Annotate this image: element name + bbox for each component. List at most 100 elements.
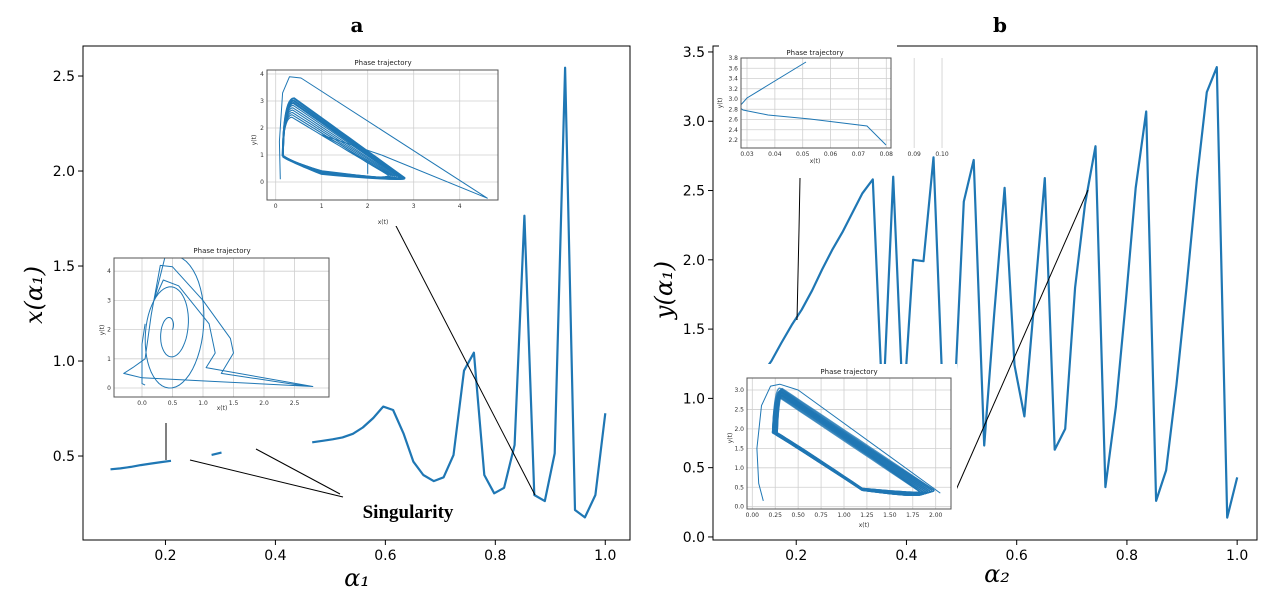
- inset-y-tick-label: 3.2: [728, 86, 738, 93]
- inset-xlabel: x(t): [217, 405, 228, 412]
- inset-x-tick-label: 0.0: [137, 400, 147, 407]
- trajectory-curve: [773, 388, 923, 495]
- inset-x-tick-label: 0.75: [814, 512, 828, 519]
- inset-ylabel: y(t): [251, 135, 258, 146]
- y-tick-label: 1.5: [683, 322, 705, 338]
- inset-y-tick-label: 2.5: [734, 406, 744, 413]
- inset-xlabel: x(t): [810, 158, 821, 165]
- inset-title: Phase trajectory: [354, 59, 411, 67]
- inset-x-tick-label: 0.25: [769, 512, 783, 519]
- panel-a-plot: 0.2 0.4 0.6 0.8 1.0 0.5 1.0 1.5 2.0 2.5: [53, 66, 616, 564]
- inset-y-tick-label: 0: [260, 179, 264, 186]
- inset-y-tick-label: 1.0: [734, 465, 744, 472]
- inset-x-tick-label: 0.03: [740, 151, 754, 158]
- inset-phase-trajectory-a-left: 0.0 0.5 1.0 1.5 2.0 2.5 0 1 2 3 4 Phase trajectory…: [92, 244, 335, 423]
- inset-phase-trajectory-b-top: 0.03 0.04 0.05 0.06 0.07 0.08 0.09 0.10 2.2 2.4 2.…: [717, 44, 949, 174]
- singularity-annotation: Singularity: [363, 502, 454, 523]
- inset-phase-trajectory-a-top: 0 1 2 3 4 0 1 2 3 4 Phase trajectory x(t) y(t): [245, 56, 504, 226]
- y-tick-label: 3.5: [683, 45, 705, 61]
- inset-x-tick-label: 0.07: [852, 151, 866, 158]
- inset-plot: 0 1 2 3 4 0 1 2 3 4: [245, 56, 504, 226]
- inset-xlabel: x(t): [859, 522, 870, 529]
- inset-y-tick-label: 0: [107, 385, 111, 392]
- inset-frame: [113, 257, 330, 398]
- inset-y-tick-label: 2.0: [734, 426, 744, 433]
- inset-x-tick-label: 0.06: [824, 151, 838, 158]
- x-tick-label: 0.2: [785, 548, 807, 564]
- pointer-line: [955, 189, 1089, 491]
- panel-b-ylabel: y(α₁): [650, 261, 678, 320]
- inset-y-tick-label: 2.6: [728, 117, 738, 124]
- inset-y-tick-label: 3: [260, 98, 264, 105]
- inset-phase-trajectory-b-bottom: 0.00 0.25 0.50 0.75 1.00 1.25 1.50 1.75 2.00 0.0 0…: [725, 364, 957, 535]
- y-tick-label: 1.5: [53, 259, 75, 275]
- panel-b: b 0.2 0.4 0.6 0.8 1.0 0.0 0.5 1.0 1.5 2.0 2.5 3.0 3.…: [650, 13, 1258, 588]
- inset-trajectory: [124, 256, 313, 388]
- inset-y-tick-label: 2.4: [728, 127, 738, 134]
- inset-y-tick-label: 2: [107, 327, 111, 334]
- pointer-line: [796, 177, 801, 321]
- inset-y-tick-label: 3.0: [728, 96, 738, 103]
- inset-x-tick-label: 1.25: [860, 512, 874, 519]
- inset-ylabel: y(t): [727, 433, 734, 444]
- inset-y-tick-label: 2: [260, 125, 264, 132]
- inset-y-tick-label: 1.5: [734, 445, 744, 452]
- inset-y-tick-label: 3: [107, 297, 111, 304]
- inset-x-tick-label: 0.05: [796, 151, 810, 158]
- x-tick-label: 0.8: [484, 548, 506, 564]
- y-tick-label: 2.0: [683, 253, 705, 269]
- inset-frame: [266, 69, 499, 201]
- panel-a-xlabel: α₁: [344, 564, 370, 592]
- inset-y-tick-label: 3.8: [728, 55, 738, 62]
- inset-x-tick-label: 4: [458, 203, 462, 210]
- inset-trajectory: [739, 62, 886, 145]
- inset-x-tick-label: 2.0: [259, 400, 269, 407]
- inset-x-tick-label: 0.09: [907, 151, 921, 158]
- inset-title: Phase trajectory: [193, 247, 250, 255]
- inset-x-tick-label: 2.5: [290, 400, 300, 407]
- inset-x-tick-label: 0.50: [791, 512, 805, 519]
- inset-y-tick-label: 0.0: [734, 504, 744, 511]
- inset-x-tick-label: 0.08: [880, 151, 894, 158]
- inset-y-tick-label: 3.6: [728, 65, 738, 72]
- y-tick-label: 3.0: [683, 114, 705, 130]
- inset-x-tick-label: 3: [412, 203, 416, 210]
- x-tick-label: 0.6: [1006, 548, 1028, 564]
- inset-x-tick-label: 1.5: [229, 400, 239, 407]
- inset-x-tick-label: 1.75: [906, 512, 920, 519]
- inset-x-tick-label: 0.10: [935, 151, 949, 158]
- panel-b-title: b: [993, 13, 1007, 37]
- inset-y-tick-label: 2.2: [728, 137, 738, 144]
- x-tick-label: 0.4: [264, 548, 286, 564]
- inset-y-tick-label: 4: [107, 268, 111, 275]
- y-tick-label: 0.5: [683, 461, 705, 477]
- inset-ylabel: y(t): [717, 98, 724, 109]
- panel-b-frame: [712, 45, 1258, 541]
- panel-b-xlabel: α₂: [984, 560, 1010, 588]
- y-tick-label: 2.5: [683, 184, 705, 200]
- inset-x-tick-label: 0.5: [168, 400, 178, 407]
- inset-xlabel: x(t): [378, 219, 389, 226]
- inset-x-tick-label: 1.00: [837, 512, 851, 519]
- inset-plot: 0.00 0.25 0.50 0.75 1.00 1.25 1.50 1.75 2.00 0.0 0…: [725, 364, 957, 535]
- trajectory-curve: [322, 135, 368, 174]
- inset-y-tick-label: 3.4: [728, 76, 738, 83]
- panel-b-plot: 0.2 0.4 0.6 0.8 1.0 0.0 0.5 1.0 1.5 2.0 2.5 3.0 3.5: [683, 45, 1249, 564]
- x-tick-label: 0.6: [374, 548, 396, 564]
- inset-y-tick-label: 3.0: [734, 387, 744, 394]
- inset-title: Phase trajectory: [820, 368, 877, 376]
- x-tick-label: 0.8: [1116, 548, 1138, 564]
- y-tick-label: 0.5: [53, 449, 75, 465]
- inset-background: [245, 56, 504, 226]
- inset-pointer-lines: [796, 177, 1089, 491]
- inset-y-tick-label: 1: [107, 356, 111, 363]
- trajectory-curve: [145, 256, 204, 388]
- panel-a-frame: [82, 45, 631, 541]
- inset-x-tick-label: 0: [274, 203, 278, 210]
- inset-x-tick-label: 0.04: [768, 151, 782, 158]
- inset-y-tick-label: 0.5: [734, 484, 744, 491]
- inset-plot: 0.03 0.04 0.05 0.06 0.07 0.08 0.09 0.10 2.2 2.4 2.…: [719, 44, 949, 174]
- pointer-line: [189, 459, 344, 498]
- series-line: [740, 66, 1239, 519]
